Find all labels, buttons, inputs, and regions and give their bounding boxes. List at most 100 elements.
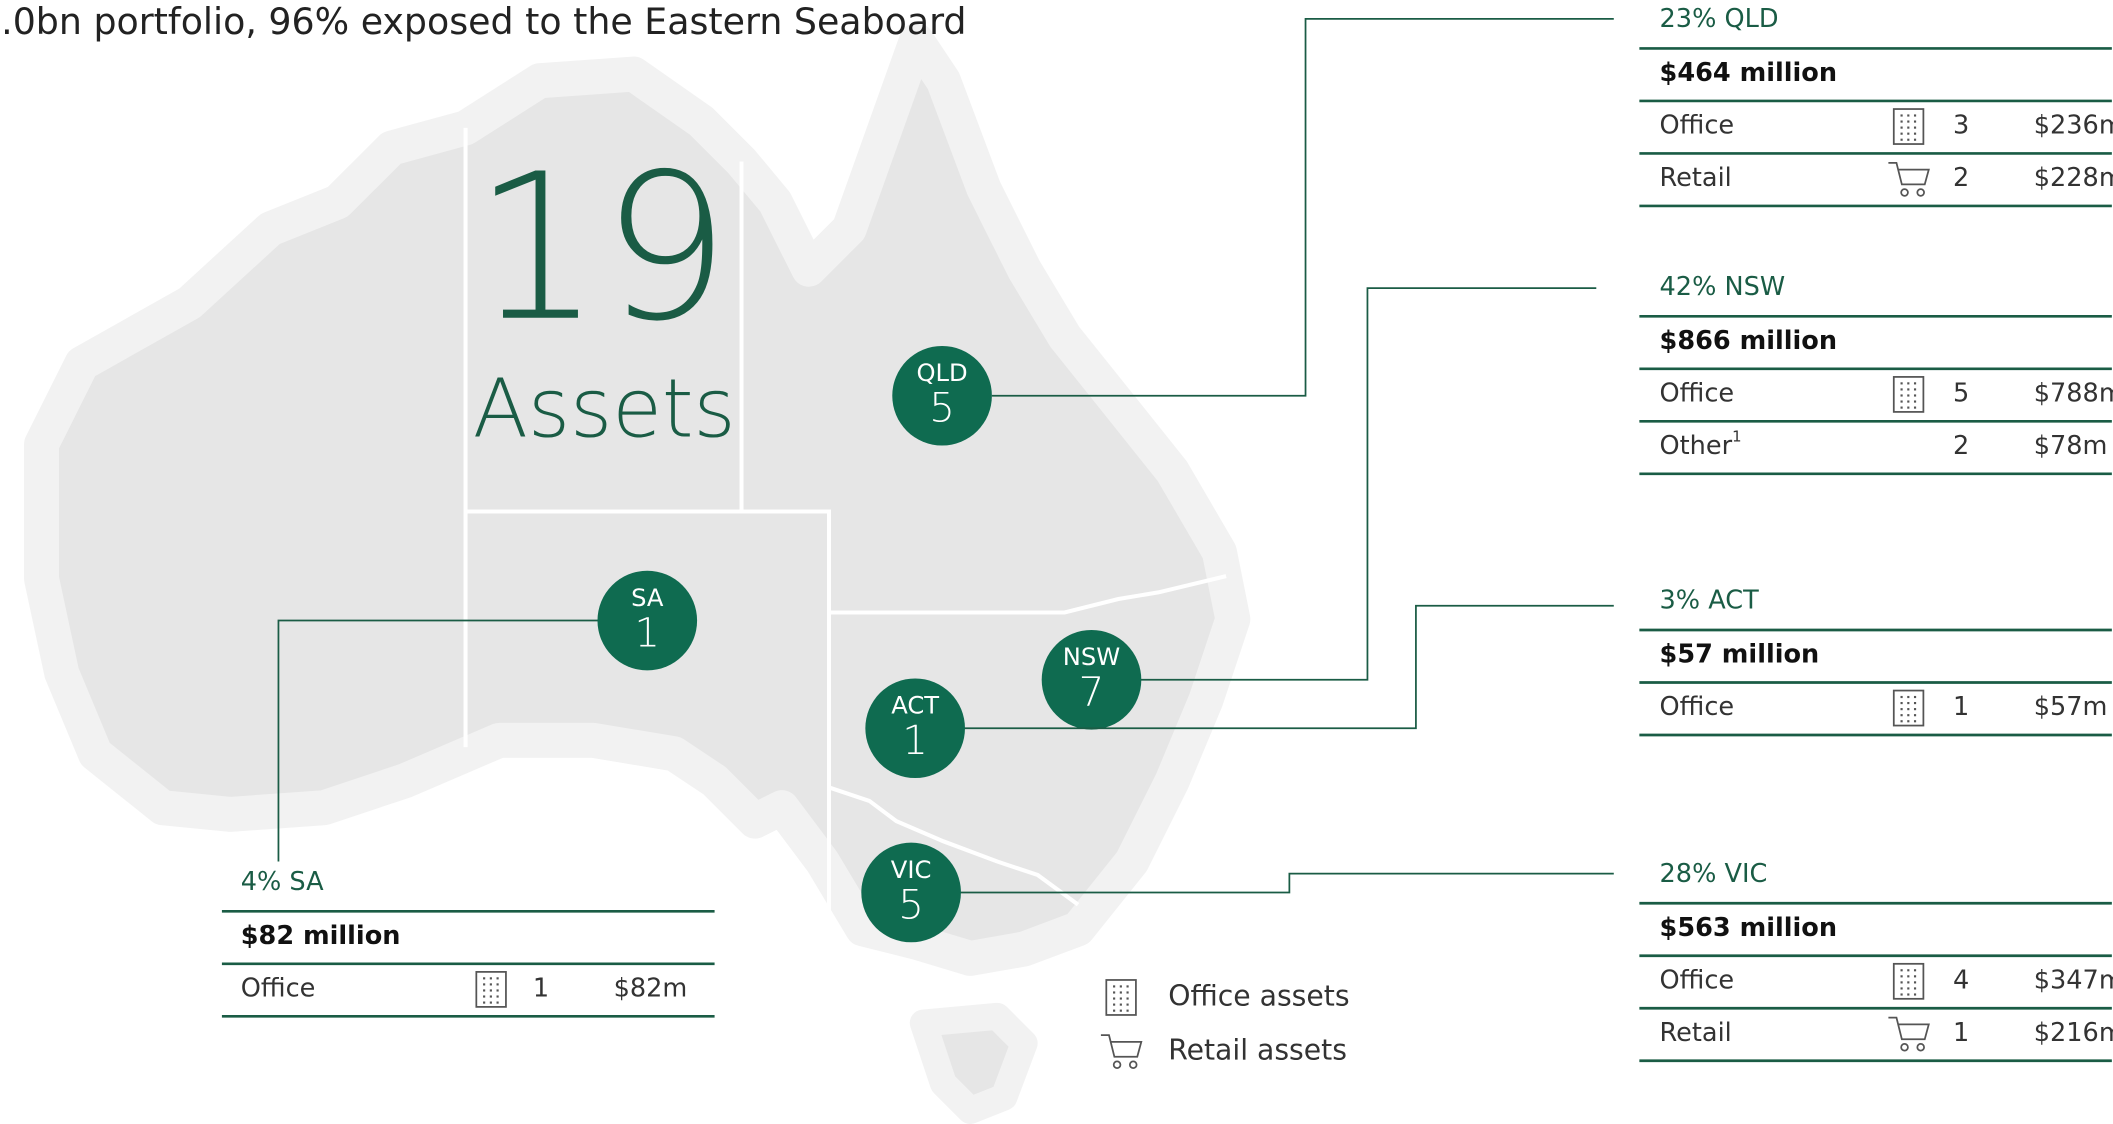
row-count: 4 bbox=[1953, 965, 1969, 995]
total-label: Assets bbox=[473, 363, 736, 457]
icon-dot bbox=[1900, 987, 1903, 990]
panel-value: $866 million bbox=[1660, 326, 1838, 356]
icon-dot bbox=[1907, 382, 1910, 385]
state-borders bbox=[463, 127, 1227, 943]
icon-dot bbox=[1126, 997, 1129, 1000]
panel-value: $82 million bbox=[241, 921, 401, 951]
icon-wheel bbox=[1916, 1043, 1925, 1052]
row-value: $216m bbox=[2034, 1018, 2113, 1048]
row-value: $228m bbox=[2034, 163, 2113, 193]
state-count: 5 bbox=[929, 385, 955, 432]
icon-dot bbox=[489, 983, 492, 986]
icon-dot bbox=[1907, 714, 1910, 717]
icon-dot bbox=[1900, 701, 1903, 705]
total: 19 bbox=[473, 131, 730, 366]
icon-dot bbox=[1900, 406, 1903, 409]
row-type: Office bbox=[1660, 965, 1735, 995]
state-name: NSW bbox=[1063, 643, 1120, 671]
icon-dot bbox=[1900, 975, 1903, 978]
row-type: Other1 bbox=[1660, 428, 1742, 460]
icon-dot bbox=[1907, 981, 1910, 984]
icon-dot bbox=[1900, 981, 1903, 984]
state-name: SA bbox=[631, 584, 664, 612]
icon-dot bbox=[1907, 701, 1910, 705]
connector bbox=[959, 872, 1614, 894]
retail-icon bbox=[1888, 162, 1930, 197]
row-value: $82m bbox=[614, 973, 688, 1003]
row-type: Office bbox=[1660, 692, 1735, 722]
panel-heading: 28% VIC bbox=[1660, 859, 1768, 889]
retail-icon bbox=[1888, 1016, 1930, 1052]
icon-dot bbox=[1913, 382, 1917, 385]
icon-dot bbox=[1913, 708, 1917, 711]
icon-dot bbox=[1907, 126, 1910, 129]
icon-dot bbox=[496, 989, 499, 992]
row-value: $57m bbox=[2034, 692, 2108, 722]
connector bbox=[991, 17, 1614, 397]
state-name: VIC bbox=[891, 856, 932, 884]
icon-dot bbox=[1900, 126, 1903, 129]
icon-dot bbox=[1900, 382, 1903, 385]
title: .0bn portfolio, 96% exposed to the Easte… bbox=[1, 0, 966, 43]
icon-dot bbox=[1913, 993, 1917, 996]
panel-value: $57 million bbox=[1660, 640, 1820, 670]
row-value: $788m bbox=[2034, 378, 2113, 408]
icon-dot bbox=[1119, 991, 1122, 994]
icon-dot bbox=[1900, 394, 1903, 397]
icon-dot bbox=[1913, 132, 1917, 135]
icon-dot bbox=[1913, 701, 1917, 705]
icon-cart bbox=[1100, 1034, 1143, 1058]
connector bbox=[277, 619, 599, 862]
office-icon bbox=[1892, 108, 1925, 145]
icon-dot bbox=[489, 989, 492, 992]
icon-dot bbox=[1119, 1003, 1122, 1006]
icon-outline bbox=[1105, 979, 1137, 1016]
office-icon bbox=[475, 971, 507, 1008]
row-count: 2 bbox=[1953, 431, 1969, 461]
icon-dot bbox=[1113, 985, 1116, 988]
panel-value: $464 million bbox=[1660, 58, 1838, 88]
icon-dot bbox=[483, 989, 486, 992]
panel-value: $563 million bbox=[1660, 913, 1838, 943]
icon-dot bbox=[1913, 138, 1917, 141]
icon-dot bbox=[489, 977, 492, 980]
row-value: $236m bbox=[2034, 111, 2113, 141]
panel-heading: 23% QLD bbox=[1660, 4, 1779, 34]
row-value: $347m bbox=[2034, 965, 2113, 995]
icon-dot bbox=[1900, 695, 1903, 699]
icon-dot bbox=[483, 977, 486, 980]
icon-outline bbox=[1892, 689, 1925, 727]
state-marker bbox=[1041, 629, 1142, 730]
icon-dot bbox=[1913, 695, 1917, 699]
icon-outline bbox=[1892, 108, 1925, 145]
tasmania bbox=[909, 1002, 1038, 1124]
icon-dot bbox=[1126, 991, 1129, 994]
icon-dot bbox=[1907, 695, 1910, 699]
icon-wheel bbox=[1112, 1060, 1122, 1070]
icon-dot bbox=[1907, 708, 1910, 711]
row-count: 3 bbox=[1953, 111, 1969, 141]
icon-wheel bbox=[1900, 188, 1909, 197]
icon-dot bbox=[1900, 720, 1903, 723]
icon-dot bbox=[1907, 993, 1910, 996]
icon-dot bbox=[496, 977, 499, 980]
icon-dot bbox=[1119, 985, 1122, 988]
icon-dot bbox=[1913, 987, 1917, 990]
icon-dot bbox=[1907, 138, 1910, 141]
office-icon bbox=[1892, 689, 1925, 727]
icon-dot bbox=[483, 983, 486, 986]
icon-dot bbox=[1913, 714, 1917, 717]
panel-heading: 42% NSW bbox=[1660, 272, 1786, 302]
state-marker bbox=[892, 345, 992, 446]
legend-label: Office assets bbox=[1168, 979, 1349, 1012]
row-count: 1 bbox=[1953, 692, 1969, 722]
icon-dot bbox=[1913, 126, 1917, 129]
icon-dot bbox=[1907, 406, 1910, 409]
icon-dot bbox=[1907, 120, 1910, 123]
icon-dot bbox=[496, 983, 499, 986]
icon-dot bbox=[1907, 388, 1910, 391]
icon-dot bbox=[1913, 406, 1917, 409]
icon-dot bbox=[1119, 1009, 1122, 1012]
state-name: ACT bbox=[891, 692, 939, 720]
